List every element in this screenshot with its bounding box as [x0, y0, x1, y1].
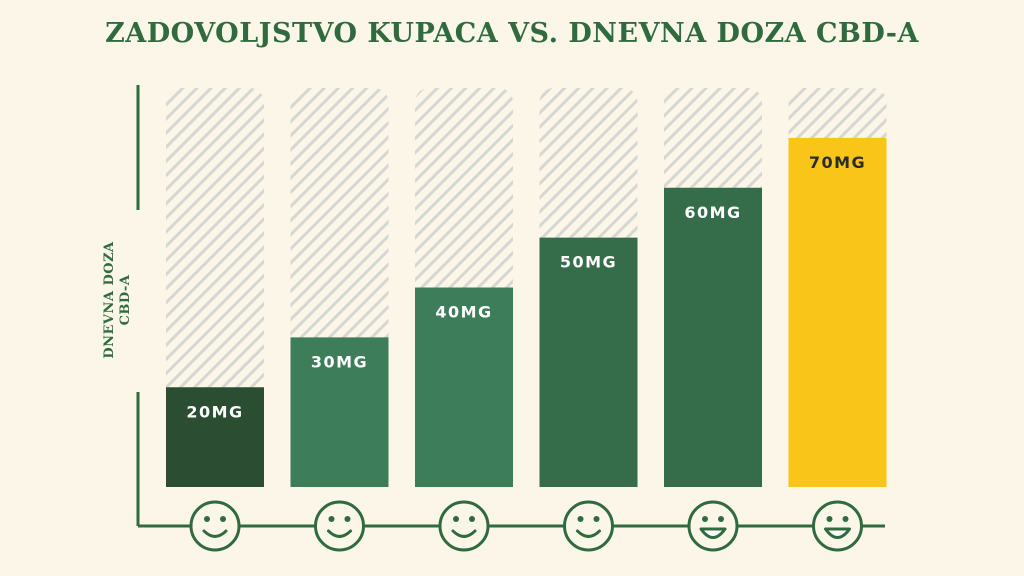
bar — [539, 237, 638, 487]
grin-icon — [687, 500, 739, 552]
bar-value-label: 60MG — [684, 203, 741, 222]
bar — [290, 337, 389, 487]
chart-title: ZADOVOLJSTVO KUPACA VS. DNEVNA DOZA CBD-… — [105, 18, 919, 49]
bar-value-label: 50MG — [560, 253, 617, 272]
smile-icon — [189, 500, 241, 552]
bar-value-label: 20MG — [186, 402, 243, 421]
smile-icon — [438, 500, 490, 552]
smile-icon — [314, 500, 365, 552]
grin-icon — [812, 500, 863, 552]
bar — [166, 387, 264, 487]
bar-value-label: 70MG — [809, 153, 866, 172]
bar-value-label: 40MG — [435, 303, 492, 322]
bar-value-label: 30MG — [311, 352, 368, 371]
bar — [664, 187, 762, 487]
bar — [415, 287, 513, 487]
smile-icon — [563, 500, 614, 552]
bar — [788, 137, 887, 487]
